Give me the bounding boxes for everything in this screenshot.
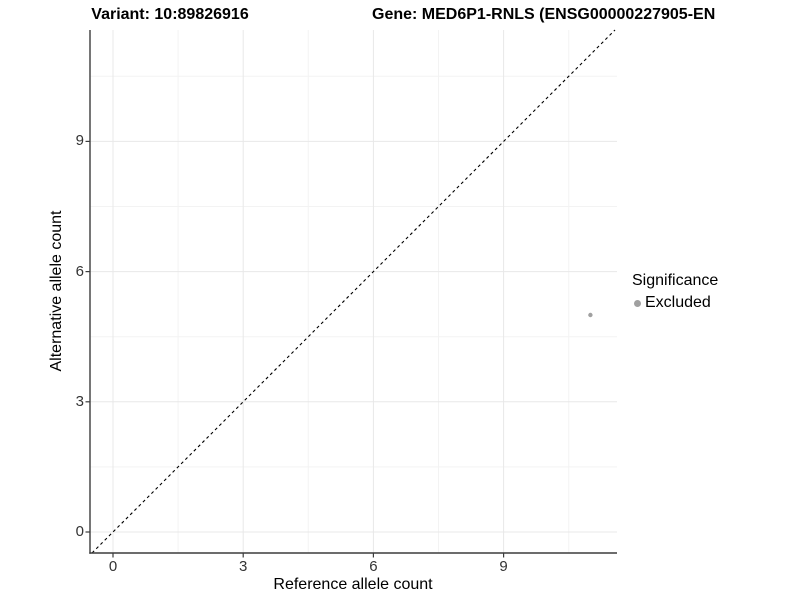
gene-title: Gene: MED6P1-RNLS (ENSG00000227905-EN bbox=[372, 6, 716, 23]
legend-title: Significance bbox=[632, 272, 719, 289]
y-tick-label: 6 bbox=[75, 262, 84, 280]
data-point bbox=[588, 312, 593, 318]
y-tick-label: 9 bbox=[75, 132, 84, 150]
y-tick-label: 3 bbox=[75, 392, 84, 410]
legend-entry-excluded: Excluded bbox=[634, 294, 718, 312]
legend-entry-label: Excluded bbox=[645, 294, 711, 311]
legend: Significance Excluded bbox=[632, 272, 718, 312]
x-tick-label: 9 bbox=[499, 558, 508, 575]
y-axis-title: Alternative allele count bbox=[48, 210, 65, 372]
variant-title: Variant: 10:89826916 bbox=[91, 6, 249, 23]
x-axis-title: Reference allele count bbox=[273, 576, 433, 593]
x-tick-label: 6 bbox=[369, 558, 378, 575]
y-tick-label: 0 bbox=[75, 523, 84, 540]
x-tick-label: 3 bbox=[239, 558, 248, 575]
x-tick-label: 0 bbox=[108, 558, 118, 575]
identity-reference-line bbox=[91, 29, 616, 554]
legend-key-dot-icon bbox=[634, 299, 641, 307]
